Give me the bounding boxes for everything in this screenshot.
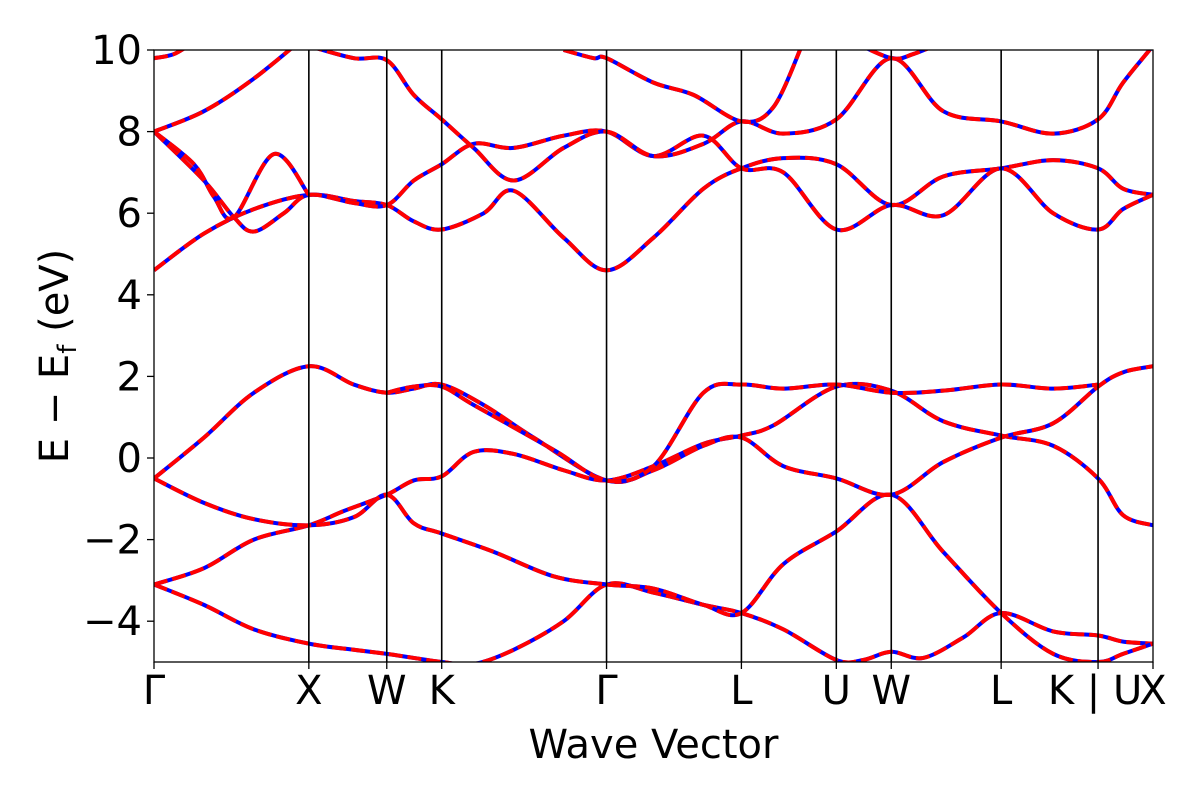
y-tick-label: 8 — [117, 110, 142, 156]
y-axis-label-sub: f — [53, 344, 83, 354]
band-line-red-b10 — [154, 50, 186, 61]
band-line-blue-b6 — [154, 155, 1153, 273]
x-tick-label: W — [367, 668, 407, 714]
y-tick-label: 4 — [117, 273, 142, 319]
band-line-blue-b9 — [154, 50, 293, 134]
band-line-blue-b7 — [154, 128, 1153, 234]
y-axis-label: E − Ef (eV) — [32, 249, 83, 464]
x-tick-label: X — [295, 668, 322, 714]
band-line-red-b2 — [154, 381, 1153, 587]
y-tick-label: −2 — [83, 518, 142, 564]
y-axis-ticks: 10 8 6 4 2 0 −2 −4 — [83, 28, 154, 645]
x-axis-label: Wave Vector — [529, 722, 780, 768]
x-tick-label: W — [871, 668, 911, 714]
band-line-blue-b2 — [154, 381, 1153, 587]
y-tick-label: 10 — [91, 28, 142, 74]
y-axis-label-main: E − E — [32, 354, 78, 464]
band-line-red-b9 — [154, 50, 293, 134]
x-tick-label: K | U — [1048, 668, 1142, 714]
band-line-red-b8 — [154, 130, 311, 221]
high-symmetry-lines — [308, 50, 1099, 662]
y-tick-label: 6 — [117, 191, 142, 237]
band-line-red-b12 — [563, 50, 803, 124]
band-line-red-b3 — [154, 476, 1153, 662]
y-tick-label: 2 — [117, 354, 142, 400]
band-line-blue-b1 — [154, 581, 1153, 662]
band-line-red-b5 — [386, 381, 1099, 484]
y-axis-label-unit: (eV) — [32, 249, 78, 345]
bands-layer — [154, 50, 1153, 662]
band-line-red-b6 — [154, 155, 1153, 273]
x-tick-label: X — [1139, 668, 1166, 714]
y-tick-label: −4 — [83, 599, 142, 645]
x-tick-label: K — [429, 668, 457, 714]
x-tick-label: U — [822, 668, 851, 714]
x-tick-label: Γ — [143, 668, 166, 714]
band-line-red-b11 — [315, 50, 1153, 183]
band-line-blue-b8 — [154, 130, 311, 221]
x-tick-label: Γ — [595, 668, 618, 714]
band-line-red-b1 — [154, 581, 1153, 662]
plot-frame — [153, 49, 1154, 663]
band-line-red-b7 — [154, 128, 1153, 234]
band-line-red-b4 — [154, 364, 1153, 497]
y-tick-label: 0 — [117, 436, 142, 482]
band-line-blue-b12 — [563, 50, 803, 124]
band-line-blue-b3 — [154, 476, 1153, 662]
x-tick-label: L — [990, 668, 1013, 714]
x-tick-label: L — [730, 668, 753, 714]
